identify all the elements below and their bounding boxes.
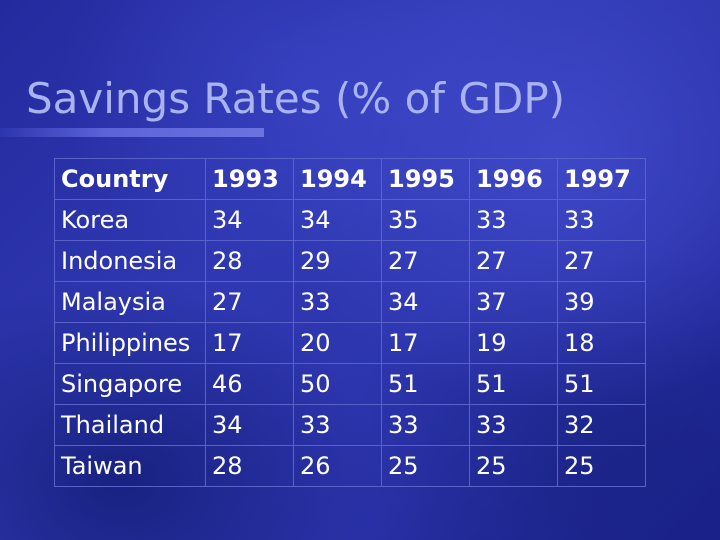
table-row-malaysia: Malaysia 27 33 34 37 39 <box>54 281 646 323</box>
table-cell: 34 <box>205 404 294 446</box>
table-cell: 51 <box>381 363 470 405</box>
column-header-country: Country <box>54 158 206 200</box>
table-cell: 51 <box>469 363 558 405</box>
table-cell: 27 <box>557 240 646 282</box>
table-cell: 34 <box>205 199 294 241</box>
table-row-philippines: Philippines 17 20 17 19 18 <box>54 322 646 364</box>
title-underline-bar <box>0 128 264 137</box>
table-cell: 18 <box>557 322 646 364</box>
table-cell-country: Singapore <box>54 363 206 405</box>
table-cell: 33 <box>381 404 470 446</box>
table-cell-country: Thailand <box>54 404 206 446</box>
table-row-thailand: Thailand 34 33 33 33 32 <box>54 404 646 446</box>
savings-rates-table: Country 1993 1994 1995 1996 1997 Korea 3… <box>54 158 646 487</box>
table-row-korea: Korea 34 34 35 33 33 <box>54 199 646 241</box>
column-header-1993: 1993 <box>205 158 294 200</box>
table-cell: 26 <box>293 445 382 487</box>
table-cell: 28 <box>205 445 294 487</box>
table-cell: 19 <box>469 322 558 364</box>
column-header-1994: 1994 <box>293 158 382 200</box>
table-cell: 25 <box>469 445 558 487</box>
table-cell: 33 <box>557 199 646 241</box>
table-row-taiwan: Taiwan 28 26 25 25 25 <box>54 445 646 487</box>
table-cell: 32 <box>557 404 646 446</box>
table-cell-country: Philippines <box>54 322 206 364</box>
table-cell: 33 <box>469 404 558 446</box>
table-cell: 34 <box>293 199 382 241</box>
column-header-1997: 1997 <box>557 158 646 200</box>
table-cell: 27 <box>205 281 294 323</box>
table-cell: 34 <box>381 281 470 323</box>
slide-title: Savings Rates (% of GDP) <box>26 74 566 123</box>
table-cell-country: Indonesia <box>54 240 206 282</box>
table-row-indonesia: Indonesia 28 29 27 27 27 <box>54 240 646 282</box>
table-cell-country: Malaysia <box>54 281 206 323</box>
table-cell: 51 <box>557 363 646 405</box>
column-header-1995: 1995 <box>381 158 470 200</box>
table-cell: 29 <box>293 240 382 282</box>
table-cell: 20 <box>293 322 382 364</box>
table-cell: 46 <box>205 363 294 405</box>
table-cell: 33 <box>469 199 558 241</box>
table-cell: 17 <box>381 322 470 364</box>
table-cell: 25 <box>381 445 470 487</box>
table-cell-country: Korea <box>54 199 206 241</box>
table-cell: 17 <box>205 322 294 364</box>
table-header-row: Country 1993 1994 1995 1996 1997 <box>54 158 646 200</box>
table-cell: 27 <box>381 240 470 282</box>
table-cell-country: Taiwan <box>54 445 206 487</box>
table-cell: 25 <box>557 445 646 487</box>
table-cell: 28 <box>205 240 294 282</box>
table-cell: 33 <box>293 404 382 446</box>
table-cell: 33 <box>293 281 382 323</box>
table-cell: 35 <box>381 199 470 241</box>
column-header-1996: 1996 <box>469 158 558 200</box>
table-cell: 37 <box>469 281 558 323</box>
table-cell: 27 <box>469 240 558 282</box>
table-cell: 39 <box>557 281 646 323</box>
table-row-singapore: Singapore 46 50 51 51 51 <box>54 363 646 405</box>
table-cell: 50 <box>293 363 382 405</box>
